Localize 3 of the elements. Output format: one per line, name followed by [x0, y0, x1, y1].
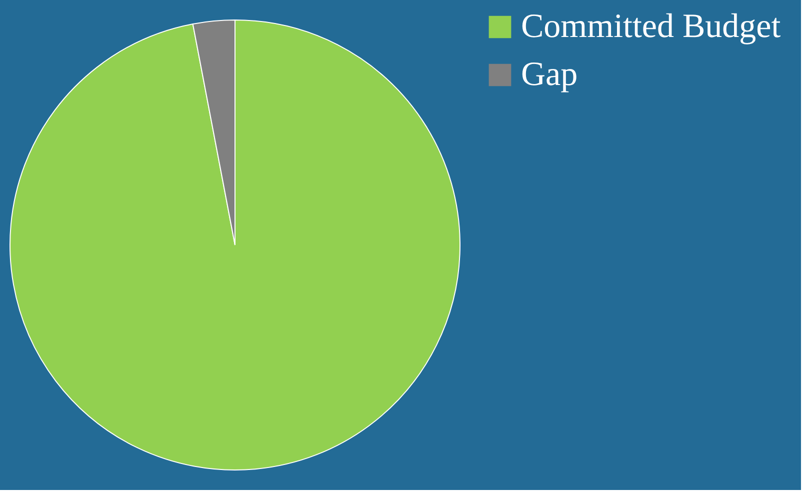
legend-label: Gap — [521, 56, 578, 93]
pie-slice — [10, 20, 460, 470]
legend-label: Committed Budget — [521, 8, 782, 45]
